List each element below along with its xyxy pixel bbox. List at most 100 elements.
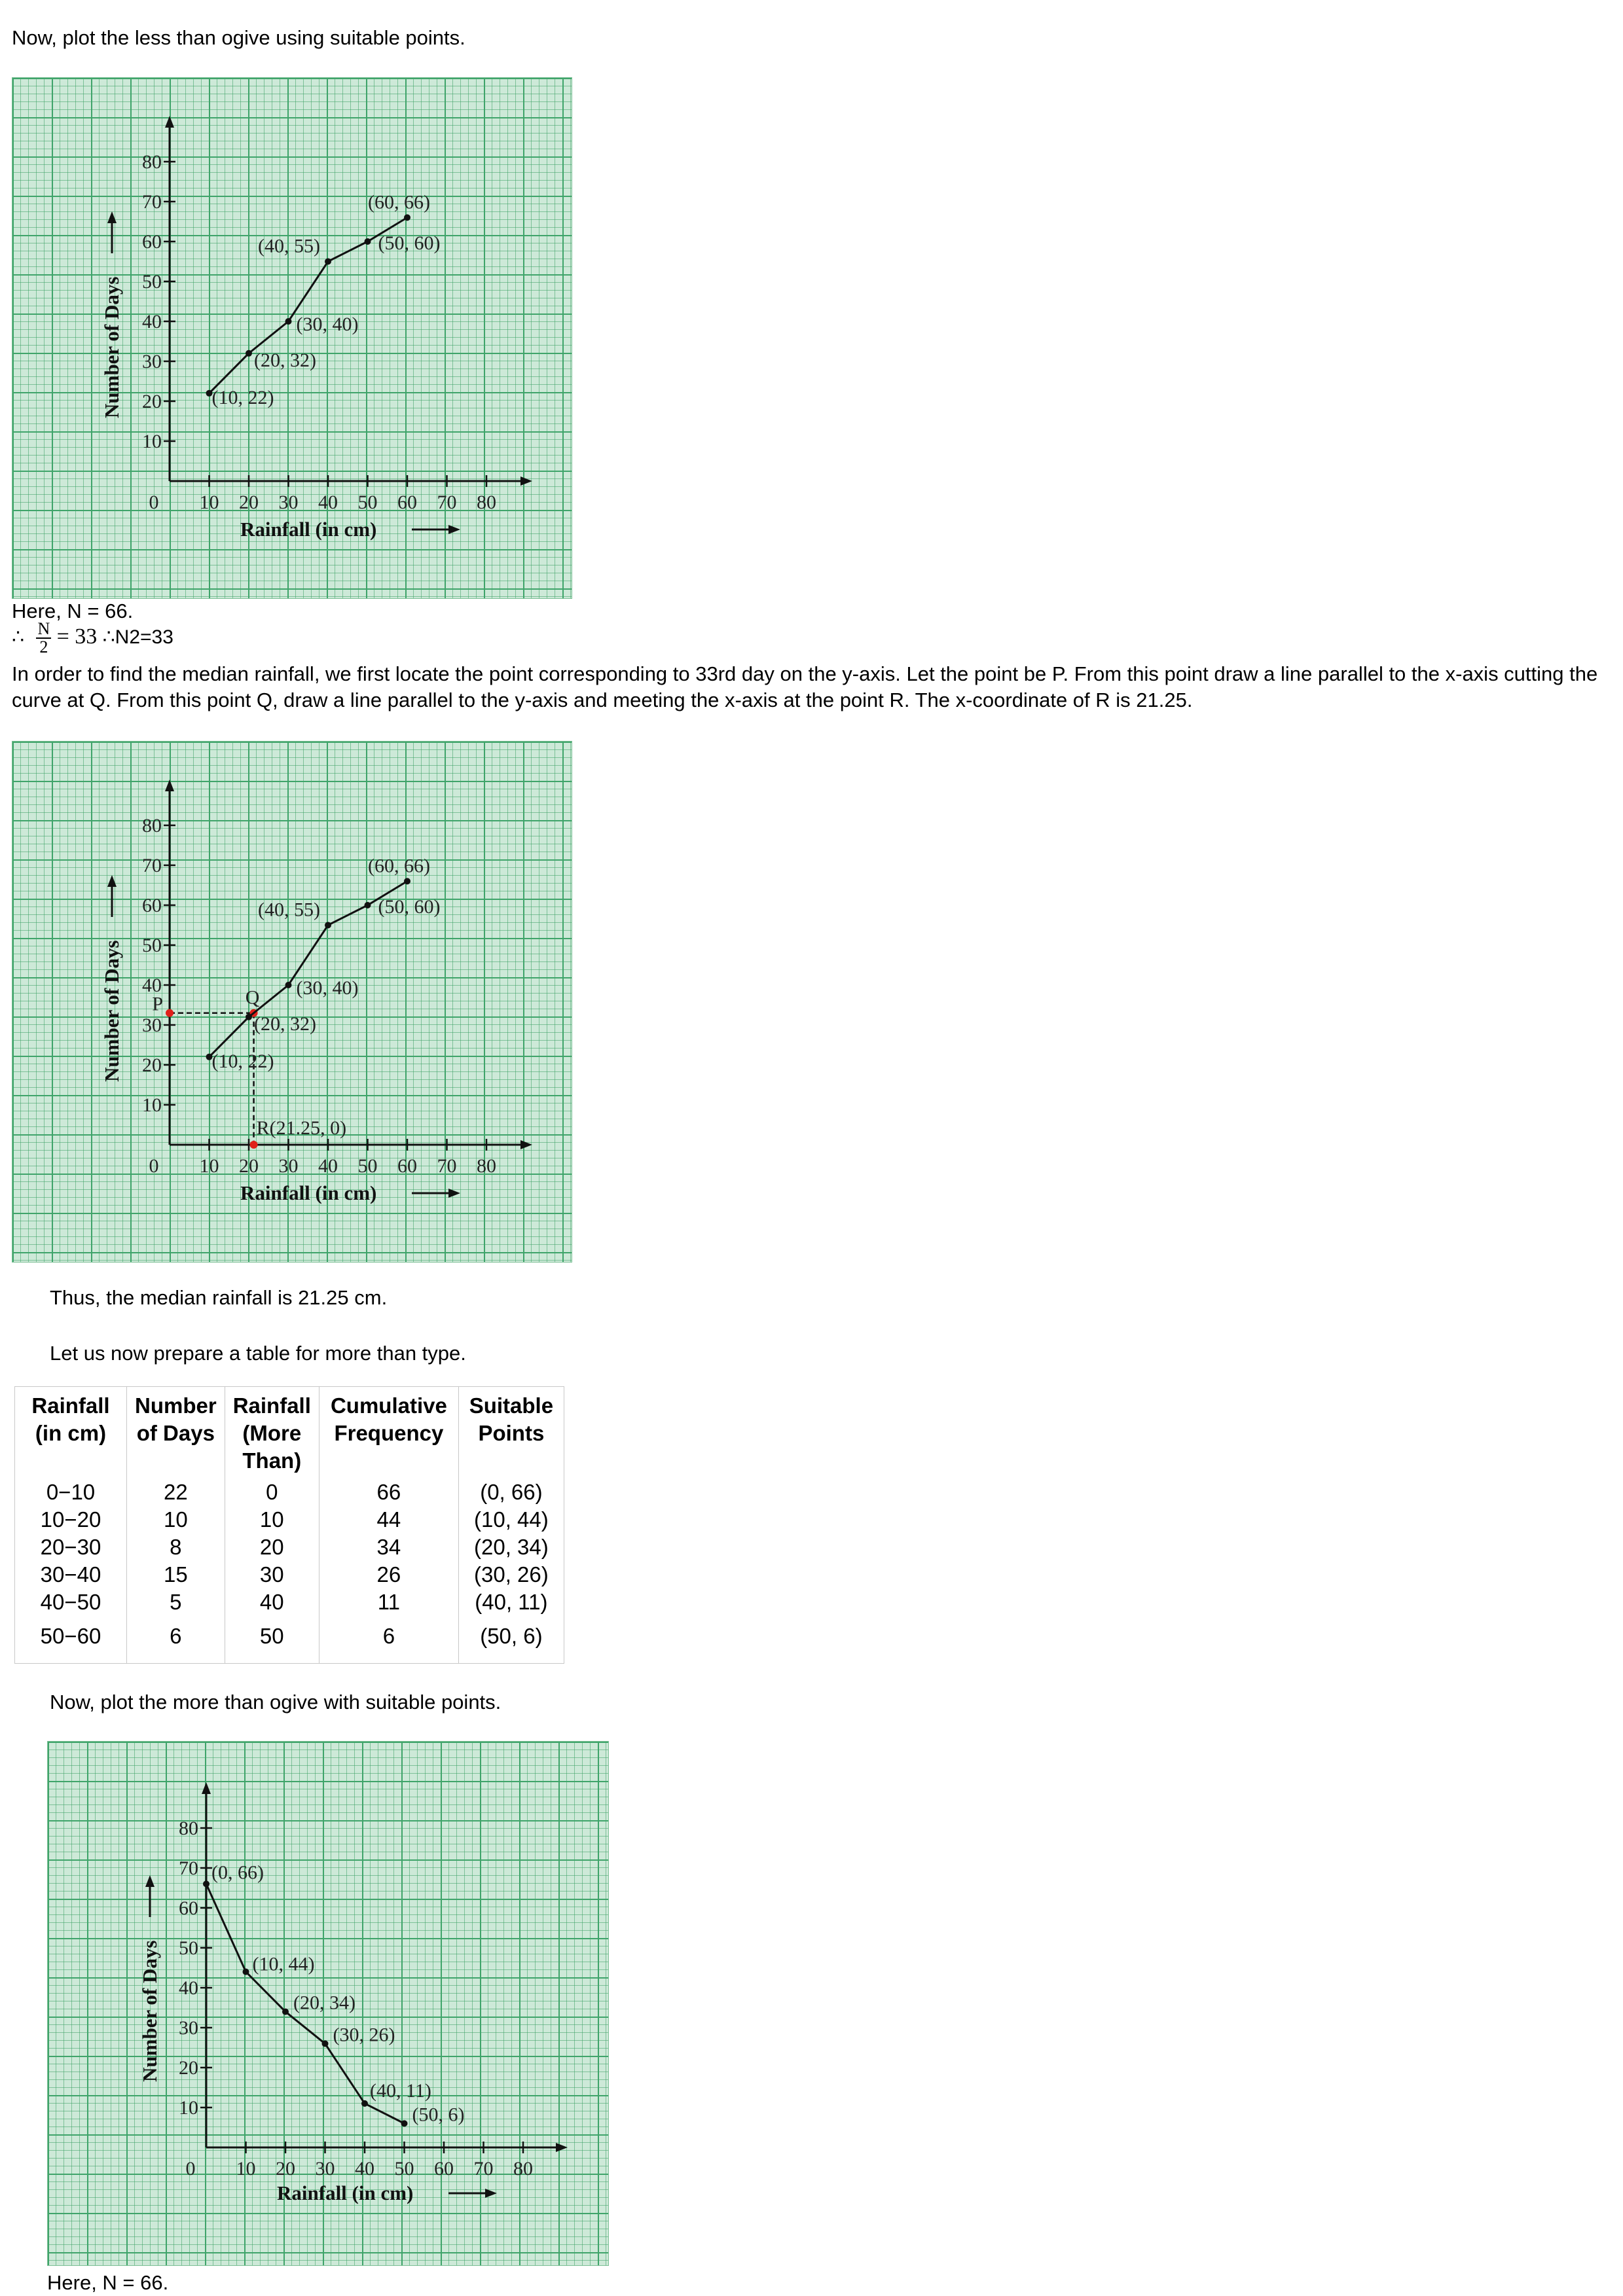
x-tick-label: 40 [355, 2158, 374, 2179]
cell: (0, 66) [458, 1479, 564, 1506]
data-point [361, 2100, 368, 2107]
y-tick-label: 80 [179, 1818, 198, 1839]
point-label: (50, 6) [412, 2104, 465, 2125]
x-tick-label: 50 [358, 1155, 378, 1177]
y-tick-label: 30 [142, 351, 162, 372]
ogive-line [208, 880, 408, 1058]
header-cumulative: Cumulative Frequency [318, 1386, 459, 1479]
cell: 50 [224, 1616, 319, 1664]
table-header-row: Rainfall (in cm) Number of Days Rainfall… [14, 1386, 564, 1479]
x-label-arrow-head [485, 2189, 497, 2198]
ogive-line [205, 1883, 405, 2125]
cell: 50−60 [14, 1616, 127, 1664]
intro-less-ogive: Now, plot the less than ogive using suit… [12, 26, 465, 49]
cell: (20, 34) [458, 1534, 564, 1561]
x-tick-label: 20 [239, 1155, 259, 1177]
x-tick-label: 60 [397, 492, 417, 513]
y-label-arrow-head [107, 211, 117, 223]
cell: 66 [318, 1479, 459, 1506]
median-ogive-chart: 10 20 30 40 50 60 70 80 10 20 30 40 50 60 70 80 0 Rainfal… [100, 780, 532, 1204]
median-ogive-graph: 10 20 30 40 50 60 70 80 10 20 30 40 50 60 70 80 0 Rainfal… [12, 741, 572, 1263]
y-tick-label: 20 [142, 391, 162, 412]
data-point [401, 2120, 408, 2127]
x-tick-label: 60 [434, 2158, 454, 2179]
table-row: 10−20 10 10 44 (10, 44) [14, 1506, 564, 1534]
y-tick-label: 70 [142, 191, 162, 213]
y-label-arrow-head [107, 875, 117, 887]
x-tick-label: 20 [239, 492, 259, 513]
y-axis-arrow [165, 116, 174, 128]
point-label: (60, 66) [368, 855, 430, 876]
table-row: 50−60 6 50 6 (50, 6) [14, 1616, 564, 1664]
cell: 30−40 [14, 1561, 127, 1588]
x-label-arrow-head [448, 525, 460, 534]
y-tick-label: 50 [142, 271, 162, 293]
x-axis-arrow [520, 476, 532, 486]
x-axis-arrow [520, 1140, 532, 1149]
ogive-line [208, 217, 408, 394]
x-tick-label: 10 [200, 1155, 219, 1177]
x-tick-label: 80 [477, 492, 496, 513]
origin-label: 0 [149, 492, 159, 513]
y-tick-label: 10 [142, 431, 162, 452]
intro-more-ogive: Now, plot the more than ogive with suita… [50, 1691, 501, 1713]
y-tick-label: 50 [179, 1937, 198, 1959]
y-tick-label: 40 [142, 975, 162, 996]
y-tick-label: 60 [142, 231, 162, 253]
x-tick-label: 30 [279, 492, 299, 513]
data-point [404, 214, 410, 221]
x-tick-label: 40 [318, 492, 338, 513]
point-label: (10, 22) [212, 1050, 274, 1072]
data-point [282, 2008, 289, 2015]
here-n-second: Here, N = 66. [47, 2271, 169, 2294]
table-row: 0−10 22 0 66 (0, 66) [14, 1479, 564, 1506]
point-label: (0, 66) [211, 1861, 264, 1883]
y-tick-label: 10 [142, 1094, 162, 1116]
data-point [404, 878, 410, 885]
x-tick-label: 20 [276, 2158, 295, 2179]
cell: 0 [224, 1479, 319, 1506]
cell: 15 [126, 1561, 225, 1588]
y-axis-arrow [202, 1782, 211, 1794]
origin-label: 0 [149, 1155, 159, 1177]
x-axis-label: Rainfall (in cm) [240, 518, 376, 541]
x-tick-label: 60 [397, 1155, 417, 1177]
x-label-arrow-head [448, 1189, 460, 1198]
x-axis-label: Rainfall (in cm) [277, 2181, 413, 2204]
y-tick-label: 40 [179, 1977, 198, 1999]
cell: 30 [224, 1561, 319, 1588]
x-axis-arrow [556, 2143, 568, 2152]
data-point [246, 350, 252, 357]
y-tick-label: 70 [142, 855, 162, 876]
equation-alt-text: ∴N2=33 [102, 626, 173, 648]
origin-label: 0 [186, 2158, 196, 2179]
cell: 26 [318, 1561, 459, 1588]
point-label: (30, 26) [333, 2024, 395, 2045]
header-days: Number of Days [126, 1386, 225, 1479]
data-point [206, 389, 213, 397]
cell: 20−30 [14, 1534, 127, 1561]
cell: 10 [224, 1506, 319, 1534]
table-intro: Let us now prepare a table for more than… [50, 1342, 466, 1365]
point-label: (30, 40) [297, 314, 359, 335]
y-tick-label: 40 [142, 311, 162, 332]
equals-33: = 33 [56, 624, 98, 649]
x-tick-label: 50 [358, 492, 378, 513]
x-tick-label: 10 [200, 492, 219, 513]
data-point [364, 902, 371, 908]
y-tick-label: 20 [142, 1054, 162, 1076]
header-points: Suitable Points [458, 1386, 564, 1479]
cell: 20 [224, 1534, 319, 1561]
point-r-dot [249, 1141, 258, 1149]
point-label: (40, 55) [258, 899, 320, 921]
x-tick-label: 80 [513, 2158, 533, 2179]
x-tick-label: 40 [318, 1155, 338, 1177]
table-row: 40−50 5 40 11 (40, 11) [14, 1588, 564, 1616]
cell: (30, 26) [458, 1561, 564, 1588]
cell: 34 [318, 1534, 459, 1561]
y-tick-label: 80 [142, 151, 162, 173]
cell: 40 [224, 1588, 319, 1616]
y-tick-label: 30 [179, 2017, 198, 2039]
point-p-dot [166, 1009, 173, 1017]
point-label: (60, 66) [368, 191, 430, 213]
